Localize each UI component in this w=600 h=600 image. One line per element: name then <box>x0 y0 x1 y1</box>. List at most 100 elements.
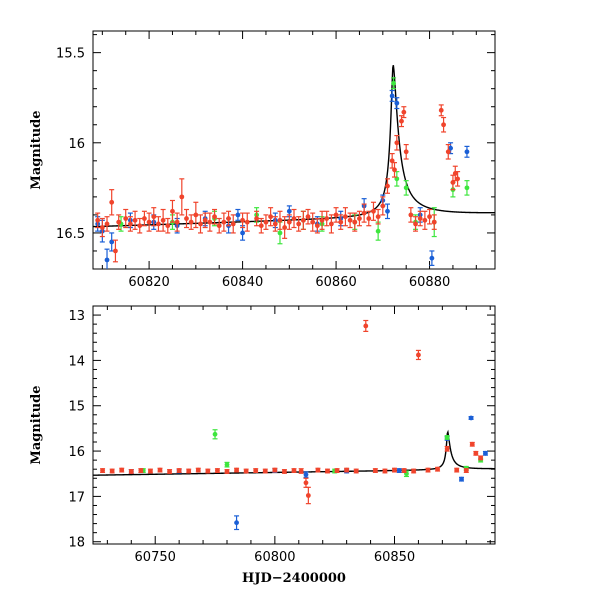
data-point-red <box>263 219 269 225</box>
data-point-red <box>258 223 264 229</box>
plot-area <box>93 319 495 531</box>
data-point-red <box>366 216 372 221</box>
data-point-red <box>151 214 157 220</box>
data-point-red <box>352 219 358 225</box>
data-point-blue <box>459 476 464 482</box>
data-point-red <box>333 212 339 218</box>
data-point-green <box>464 185 470 191</box>
data-point-red <box>148 468 153 474</box>
data-point-red <box>160 217 166 223</box>
y-tick-label: 14 <box>68 354 85 369</box>
data-point-red <box>104 221 110 227</box>
data-point-red <box>385 183 390 189</box>
model-curve <box>93 65 495 228</box>
data-point-red <box>363 323 369 329</box>
data-point-green <box>375 228 381 234</box>
data-point-red <box>314 223 320 229</box>
data-point-blue <box>468 415 474 421</box>
data-point-red <box>156 221 161 227</box>
data-point-red <box>146 219 152 225</box>
data-point-red <box>205 468 211 474</box>
data-point-red <box>431 219 437 225</box>
data-point-red <box>438 107 444 113</box>
top-y-axis-label: Magnitude <box>29 110 44 189</box>
x-tick-label: 60850 <box>374 550 415 565</box>
data-point-red <box>128 469 134 474</box>
data-point-red <box>157 467 163 473</box>
data-point-red <box>116 219 122 225</box>
bottom-panel: 60750 60800 60850 13 14 15 16 17 18 Magnitude HJ… <box>29 305 496 586</box>
data-point-red <box>123 216 129 221</box>
data-point-red <box>215 468 220 473</box>
data-point-blue <box>303 472 309 478</box>
data-point-blue <box>483 450 488 456</box>
data-point-red <box>100 468 105 473</box>
data-point-red <box>174 219 180 225</box>
data-point-red <box>411 468 417 474</box>
data-point-red <box>195 467 201 473</box>
data-point-red <box>441 122 446 128</box>
data-point-blue <box>385 208 390 214</box>
data-point-green <box>403 185 409 191</box>
data-point-red <box>282 469 287 474</box>
bottom-panel-frame <box>92 305 496 545</box>
x-tick-label: 60820 <box>128 275 169 290</box>
x-tick-label: 60800 <box>254 550 295 565</box>
data-point-red <box>452 171 458 176</box>
data-point-red <box>138 468 144 473</box>
data-point-red <box>382 468 388 474</box>
data-point-blue <box>396 468 402 473</box>
data-point-red <box>357 216 362 221</box>
data-point-red <box>291 468 297 473</box>
data-point-red <box>298 468 304 474</box>
y-tick-label: 15.5 <box>56 47 85 62</box>
data-point-red <box>165 223 171 229</box>
data-point-red <box>286 219 292 225</box>
data-point-red <box>137 223 143 229</box>
data-point-green <box>394 176 400 182</box>
data-point-green <box>391 80 396 86</box>
data-point-red <box>184 216 189 221</box>
data-point-red <box>224 469 230 474</box>
data-point-red <box>170 208 175 214</box>
data-point-red <box>109 468 115 474</box>
data-point-red <box>343 214 348 220</box>
data-point-red <box>427 214 432 220</box>
y-tick-label: 16 <box>68 137 85 152</box>
data-point-red <box>99 225 105 230</box>
data-point-red <box>244 219 250 225</box>
data-point-blue <box>394 100 400 106</box>
data-point-red <box>202 217 208 223</box>
data-point-red <box>268 214 274 220</box>
data-point-red <box>315 467 321 473</box>
data-point-green <box>212 431 218 437</box>
data-point-red <box>361 210 367 216</box>
data-point-red <box>230 221 236 227</box>
data-point-red <box>444 446 450 452</box>
y-tick-label: 16.5 <box>56 227 85 242</box>
data-point-green <box>444 435 450 440</box>
data-point-red <box>450 180 456 185</box>
data-point-red <box>207 219 213 225</box>
data-point-red <box>338 219 344 225</box>
data-point-red <box>371 208 376 214</box>
data-point-blue <box>109 239 115 245</box>
data-point-blue <box>286 208 292 214</box>
data-point-blue <box>235 212 241 218</box>
data-point-red <box>347 217 353 223</box>
data-point-red <box>380 203 386 209</box>
data-point-red <box>375 214 381 220</box>
x-tick-label: 60840 <box>222 275 263 290</box>
data-point-red <box>445 149 451 155</box>
data-point-red <box>188 219 194 225</box>
data-point-red <box>325 468 330 474</box>
data-point-blue <box>240 230 245 236</box>
data-point-red <box>416 352 421 358</box>
data-point-red <box>417 216 423 221</box>
y-tick-label: 17 <box>68 490 85 505</box>
data-point-red <box>303 480 309 486</box>
data-point-blue <box>429 255 435 261</box>
data-point-red <box>216 223 222 229</box>
bottom-y-axis-label: Magnitude <box>29 385 44 464</box>
